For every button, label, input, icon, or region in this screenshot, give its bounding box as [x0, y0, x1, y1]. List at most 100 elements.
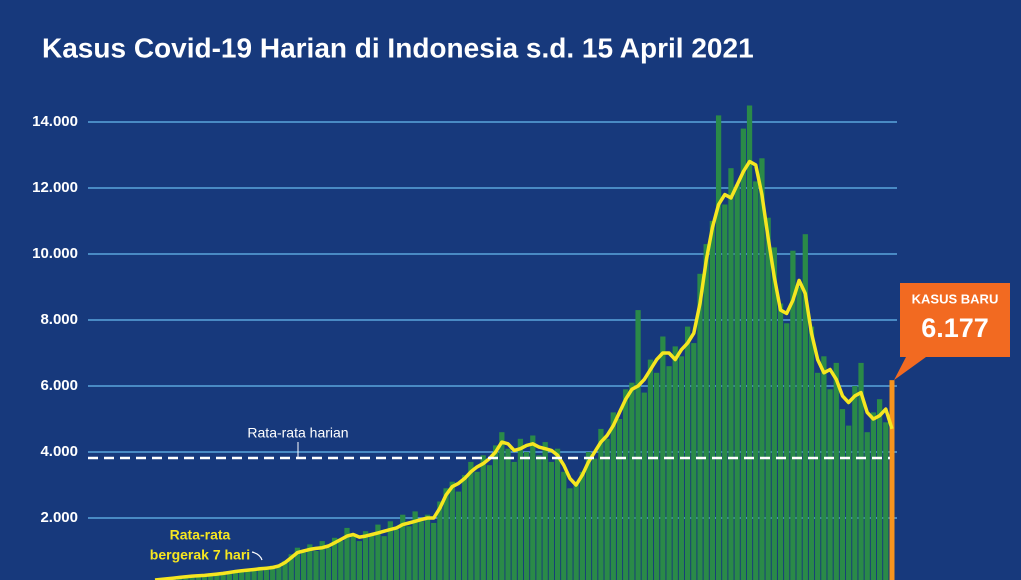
bar	[437, 501, 443, 580]
bar	[270, 565, 276, 580]
bar	[592, 458, 598, 580]
bar	[232, 570, 239, 580]
bar	[715, 115, 722, 580]
bar	[239, 571, 245, 580]
bar	[598, 428, 604, 580]
bar	[251, 570, 257, 580]
bar	[431, 522, 437, 580]
bar	[629, 382, 635, 580]
bar	[802, 234, 808, 580]
bar	[375, 524, 381, 580]
bar	[604, 438, 610, 580]
bar	[412, 511, 418, 580]
bar	[548, 461, 555, 580]
bar	[759, 158, 765, 580]
bar	[301, 552, 307, 580]
bar	[468, 461, 474, 580]
bar	[387, 521, 393, 580]
bar	[827, 389, 833, 580]
bar	[858, 362, 864, 580]
bar	[573, 481, 579, 580]
bar	[808, 326, 815, 580]
bar	[740, 128, 746, 580]
bar	[722, 204, 728, 580]
y-tick-label: 12.000	[32, 179, 78, 196]
bar	[214, 574, 220, 580]
bar	[623, 389, 629, 580]
bar	[846, 425, 852, 580]
bar	[294, 547, 301, 580]
bar	[505, 448, 511, 580]
bar	[536, 455, 542, 580]
bar	[839, 409, 846, 580]
bar	[542, 442, 548, 580]
bar	[381, 536, 387, 580]
bar	[313, 551, 319, 580]
bar	[585, 452, 592, 580]
bar	[263, 569, 270, 580]
line-annotation: Rata-rata	[170, 527, 231, 543]
bar	[666, 366, 672, 580]
bar	[672, 346, 678, 580]
bar	[492, 445, 499, 580]
bar	[796, 287, 802, 580]
bar	[331, 537, 338, 580]
bar	[870, 412, 877, 580]
bar	[523, 452, 530, 580]
bar	[647, 359, 654, 580]
bar	[220, 572, 226, 580]
bar	[561, 471, 567, 580]
bar	[697, 273, 703, 580]
bar	[226, 574, 232, 580]
bar	[257, 566, 263, 580]
callout-box	[894, 283, 1010, 381]
bar	[777, 303, 784, 580]
annotation-arrow	[251, 551, 263, 561]
y-tick-label: 6.000	[40, 377, 78, 394]
bar	[889, 380, 895, 580]
bar	[418, 521, 424, 580]
bar	[734, 184, 740, 580]
bar	[660, 336, 666, 580]
bar	[499, 432, 505, 580]
bar	[189, 577, 195, 580]
y-tick-label: 10.000	[32, 245, 78, 262]
bar	[691, 343, 697, 580]
bar	[746, 105, 753, 580]
bar	[728, 168, 734, 580]
bar	[610, 412, 616, 580]
bar	[245, 568, 251, 580]
y-tick-label: 14.000	[32, 113, 78, 130]
bar	[678, 356, 685, 580]
bar	[684, 326, 691, 580]
callout-value: 6.177	[921, 313, 989, 343]
bar	[443, 488, 449, 580]
bar	[288, 554, 294, 580]
bar	[319, 541, 325, 580]
bar	[455, 491, 462, 580]
bar	[554, 448, 561, 580]
bar	[833, 362, 839, 580]
bar	[307, 544, 313, 580]
bar	[815, 372, 821, 580]
bar	[616, 419, 623, 580]
bar	[567, 488, 573, 580]
bar	[852, 386, 858, 580]
bar	[462, 475, 468, 580]
y-tick-label: 8.000	[40, 311, 78, 328]
bar	[350, 536, 356, 580]
bar	[765, 217, 771, 580]
mean-label: Rata-rata harian	[247, 425, 348, 441]
y-tick-label: 2.000	[40, 509, 78, 526]
bar	[641, 392, 647, 580]
bar	[208, 573, 214, 580]
bar	[480, 455, 486, 580]
line-annotation: bergerak 7 hari	[150, 547, 250, 563]
y-tick-label: 4.000	[40, 443, 78, 460]
bar	[864, 432, 870, 580]
bar	[369, 534, 375, 580]
chart-title: Kasus Covid-19 Harian di Indonesia s.d. …	[42, 32, 754, 63]
bar	[486, 465, 493, 580]
